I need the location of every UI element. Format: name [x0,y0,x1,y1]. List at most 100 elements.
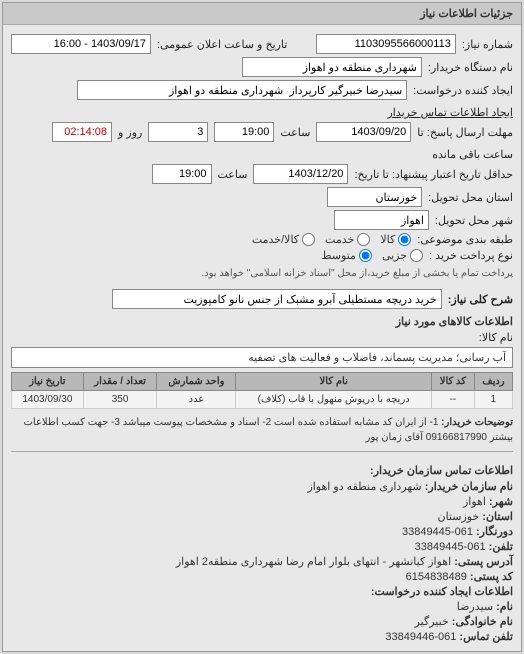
radio-khedmat[interactable]: خدمت [325,233,370,246]
description-block: توضیحات خریدار: 1- از ایران کد مشابه است… [11,415,513,445]
field-buyer[interactable] [242,57,422,77]
field-validity-date[interactable] [253,164,348,184]
contact-line: تلفن: 061-33849445 [11,540,513,553]
link-contact-requester[interactable]: ایجاد اطلاعات تماس خریدار [387,106,513,119]
radio-label-medium: متوسط [321,249,356,262]
radio-partial[interactable]: جزیی [382,249,423,262]
field-province[interactable] [327,187,422,207]
contact-key: تلفن: [486,541,513,553]
contact-value: شهرداری منطقه دو اهواز [307,481,421,493]
items-table-body: 1--دریچه با درپوش منهول با قاب (کلاف)عدد… [12,391,513,409]
table-cell: عدد [157,391,236,409]
contact-key: نام خانوادگی: [449,616,513,628]
col-header: واحد شمارش [157,373,236,391]
col-header: نام کالا [236,373,432,391]
row-province: استان محل تحویل: [11,187,513,207]
contact-line: آدرس پستی: اهواز کیانشهر - انتهای بلوار … [11,555,513,568]
contact-key: کد پستی: [467,571,513,583]
table-cell: 1403/09/30 [12,391,84,409]
contact-key: نام سازمان خریدار: [422,481,513,493]
contact-key: تلفن تماس: [456,631,513,643]
payment-note: پرداخت تمام یا بخشی از مبلغ خرید،از محل … [201,268,513,279]
radio-input-partial[interactable] [410,249,423,262]
field-response-time[interactable] [214,122,274,142]
items-table-head: ردیفکد کالانام کالاواحد شمارشتعداد / مقد… [12,373,513,391]
radio-input-medium[interactable] [359,249,372,262]
field-validity-time[interactable] [152,164,212,184]
contact-key: آدرس پستی: [451,556,513,568]
contact-line: اطلاعات ایجاد کننده درخواست: [11,585,513,598]
row-number: شماره نیاز: تاریخ و ساعت اعلان عمومی: [11,34,513,54]
contact-key: شهر: [486,496,513,508]
label-remaining: ساعت باقی مانده [432,148,513,161]
label-rooz: روز و [118,126,142,139]
contact-line: نام سازمان خریدار: شهرداری منطقه دو اهوا… [11,480,513,493]
category-box: آب رسانی؛ مدیریت پسماند، فاضلاب و فعالیت… [11,347,513,368]
field-time-left[interactable] [52,122,112,142]
field-announce[interactable] [11,34,151,54]
field-response-date[interactable] [316,122,411,142]
contact-value: 061-33849446 [385,631,456,643]
radio-medium[interactable]: متوسط [321,249,372,262]
label-validity: حداقل تاریخ اعتبار پیشنهاد: تا تاریخ: [354,168,513,181]
label-number: شماره نیاز: [462,38,513,51]
row-city: شهر محل تحویل: [11,210,513,230]
items-section-title: اطلاعات کالاهای مورد نیاز [11,315,513,328]
row-requester: ایجاد کننده درخواست: ایجاد اطلاعات تماس … [11,80,513,119]
contact-line: تلفن تماس: 061-33849446 [11,630,513,643]
row-payment: نوع پرداخت خرید : جزیی متوسط پرداخت تمام … [11,249,513,279]
field-city[interactable] [334,210,429,230]
table-cell: 350 [83,391,157,409]
panel-body: شماره نیاز: تاریخ و ساعت اعلان عمومی: نا… [3,25,521,651]
col-header: تعداد / مقدار [83,373,157,391]
col-header: تاریخ نیاز [12,373,84,391]
contact-line: نام خانوادگی: خبیرگیر [11,615,513,628]
field-need-title[interactable] [112,289,442,309]
label-buyer: نام دستگاه خریدار: [428,61,513,74]
col-header: کد کالا [431,373,474,391]
contact-key: نام: [493,601,513,613]
contact-line: دورنگار: 061-33849445 [11,525,513,538]
label-grouping: طبقه بندی موضوعی: [417,233,513,246]
contact-key: استان: [479,511,513,523]
contact-line: شهر: اهواز [11,495,513,508]
items-table: ردیفکد کالانام کالاواحد شمارشتعداد / مقد… [11,372,513,409]
radio-input-both[interactable] [302,233,315,246]
label-response: مهلت ارسال پاسخ: تا [417,126,513,139]
field-number[interactable] [316,34,456,54]
field-days-left[interactable] [148,122,208,142]
radio-input-kala[interactable] [398,233,411,246]
table-row: 1--دریچه با درپوش منهول با قاب (کلاف)عدد… [12,391,513,409]
label-announce: تاریخ و ساعت اعلان عمومی: [157,38,287,51]
contact-value: خوزستان [437,511,479,523]
contact-key: اطلاعات ایجاد کننده درخواست: [371,586,513,598]
label-requester: ایجاد کننده درخواست: [413,84,513,97]
contact-value: اهواز کیانشهر - انتهای بلوار امام رضا شه… [176,556,451,568]
contact-value: 6154838489 [406,571,467,583]
table-cell: -- [431,391,474,409]
contact-line: نام: سیدرضا [11,600,513,613]
contact-value: خبیرگیر [415,616,449,628]
col-header: ردیف [474,373,512,391]
label-item-name: نام کالا: [479,331,513,344]
radio-group-grouping: کالا خدمت کالا/خدمت [252,233,411,246]
row-item-name: نام کالا: [11,331,513,344]
table-cell: 1 [474,391,512,409]
contact-value: 061-33849445 [402,526,473,538]
contact-key: دورنگار: [473,526,513,538]
row-need-title: شرح کلی نیاز: [11,289,513,309]
row-response: مهلت ارسال پاسخ: تا ساعت روز و ساعت باقی… [11,122,513,161]
label-province: استان محل تحویل: [428,191,513,204]
label-saat-1: ساعت [280,126,310,139]
need-details-panel: جزئیات اطلاعات نیاز شماره نیاز: تاریخ و … [2,2,522,652]
radio-group-payment: جزیی متوسط [321,249,423,262]
row-grouping: طبقه بندی موضوعی: کالا خدمت کالا/خدمت [11,233,513,246]
radio-label-kala: کالا [380,233,395,246]
label-payment: نوع پرداخت خرید : [429,249,513,262]
radio-both[interactable]: کالا/خدمت [252,233,315,246]
label-city: شهر محل تحویل: [435,214,513,227]
radio-input-khedmat[interactable] [357,233,370,246]
label-need-title: شرح کلی نیاز: [448,293,513,306]
radio-kala[interactable]: کالا [380,233,411,246]
field-requester[interactable] [77,80,407,100]
